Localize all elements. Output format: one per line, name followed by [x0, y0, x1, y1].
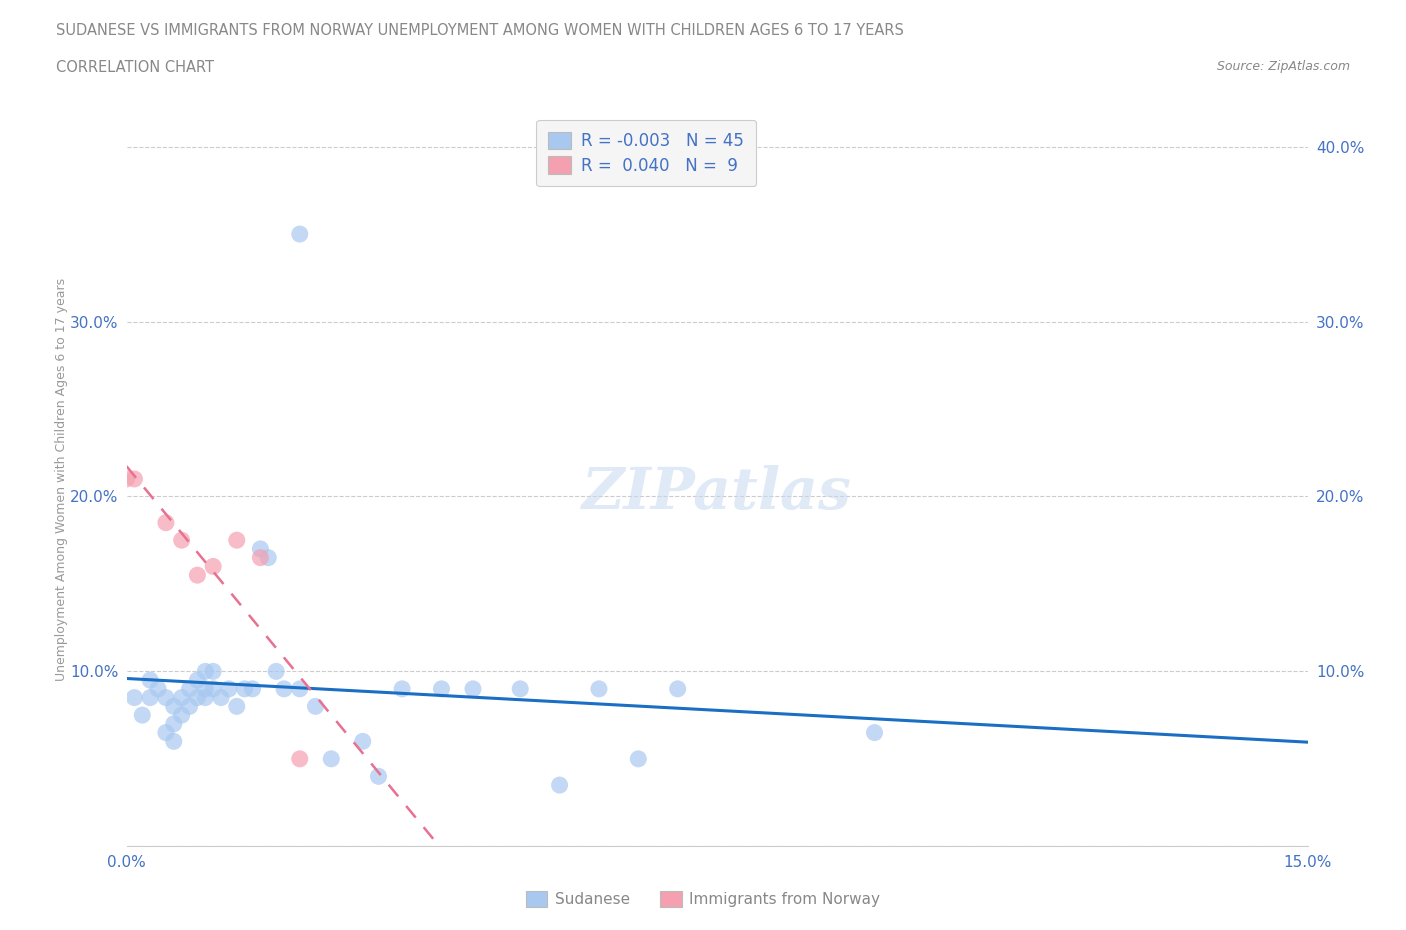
- Text: CORRELATION CHART: CORRELATION CHART: [56, 60, 214, 75]
- Point: [548, 777, 571, 792]
- Point: [179, 682, 201, 697]
- Point: [186, 567, 208, 582]
- Point: [163, 734, 186, 749]
- Point: [179, 699, 201, 714]
- Point: [186, 690, 208, 705]
- Point: [131, 708, 153, 723]
- Point: [249, 541, 271, 556]
- Point: [202, 664, 225, 679]
- Point: [209, 690, 232, 705]
- Point: [666, 682, 689, 697]
- Point: [321, 751, 343, 766]
- Point: [115, 472, 138, 486]
- Point: [225, 699, 247, 714]
- Point: [249, 551, 271, 565]
- Point: [194, 682, 217, 697]
- Y-axis label: Unemployment Among Women with Children Ages 6 to 17 years: Unemployment Among Women with Children A…: [55, 277, 67, 681]
- Point: [367, 769, 389, 784]
- Point: [242, 682, 264, 697]
- Point: [233, 682, 256, 697]
- Legend: R = -0.003   N = 45, R =  0.040   N =  9: R = -0.003 N = 45, R = 0.040 N = 9: [537, 120, 756, 186]
- Point: [430, 682, 453, 697]
- Point: [163, 699, 186, 714]
- Point: [352, 734, 374, 749]
- Point: [257, 551, 280, 565]
- Point: [509, 682, 531, 697]
- Text: SUDANESE VS IMMIGRANTS FROM NORWAY UNEMPLOYMENT AMONG WOMEN WITH CHILDREN AGES 6: SUDANESE VS IMMIGRANTS FROM NORWAY UNEMP…: [56, 23, 904, 38]
- Point: [264, 664, 287, 679]
- Point: [124, 690, 146, 705]
- Point: [288, 227, 311, 242]
- Point: [288, 682, 311, 697]
- Point: [124, 472, 146, 486]
- Point: [273, 682, 295, 697]
- Point: [170, 533, 193, 548]
- Point: [225, 533, 247, 548]
- Text: Source: ZipAtlas.com: Source: ZipAtlas.com: [1216, 60, 1350, 73]
- Point: [202, 682, 225, 697]
- Point: [139, 690, 162, 705]
- Text: ZIPatlas: ZIPatlas: [582, 465, 852, 522]
- Point: [391, 682, 413, 697]
- Point: [202, 559, 225, 574]
- Point: [588, 682, 610, 697]
- Point: [461, 682, 484, 697]
- Point: [218, 682, 240, 697]
- Point: [288, 751, 311, 766]
- Point: [304, 699, 326, 714]
- Point: [186, 672, 208, 687]
- Point: [155, 515, 177, 530]
- Legend: Sudanese, Immigrants from Norway: Sudanese, Immigrants from Norway: [520, 884, 886, 913]
- Point: [155, 690, 177, 705]
- Point: [627, 751, 650, 766]
- Point: [146, 682, 169, 697]
- Point: [155, 725, 177, 740]
- Point: [163, 716, 186, 731]
- Point: [139, 672, 162, 687]
- Point: [863, 725, 886, 740]
- Point: [170, 708, 193, 723]
- Point: [194, 664, 217, 679]
- Point: [170, 690, 193, 705]
- Point: [194, 690, 217, 705]
